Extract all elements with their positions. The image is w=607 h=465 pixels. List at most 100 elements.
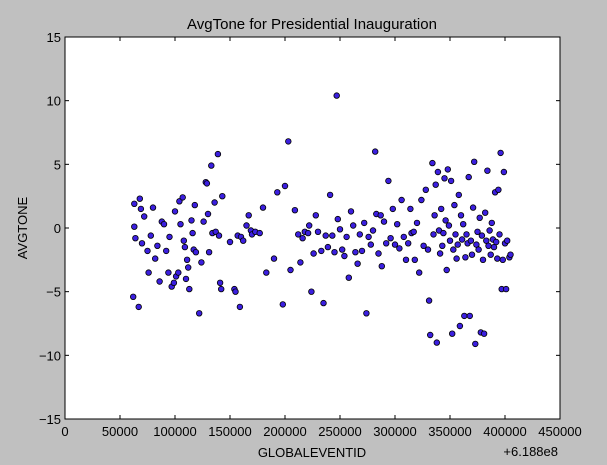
data-point	[444, 166, 451, 173]
data-point	[136, 195, 143, 202]
data-point	[375, 250, 382, 257]
data-point	[472, 340, 479, 348]
data-point	[208, 162, 215, 169]
data-point	[367, 241, 374, 248]
data-point	[372, 148, 379, 155]
data-point	[407, 205, 414, 213]
x-tick-label: 450000	[538, 424, 581, 439]
x-tick-label: 200000	[263, 424, 306, 439]
data-point	[131, 223, 138, 230]
data-point	[138, 240, 146, 247]
data-point	[458, 236, 466, 243]
data-point	[456, 322, 464, 330]
data-point	[308, 288, 315, 295]
y-tick-label: 15	[47, 30, 61, 45]
data-point	[499, 256, 506, 263]
data-point	[425, 297, 433, 304]
data-point	[135, 303, 142, 311]
data-point	[356, 231, 363, 238]
data-point	[460, 220, 467, 228]
data-point	[507, 251, 514, 258]
data-point	[226, 238, 234, 246]
data-point	[430, 231, 437, 238]
x-tick-label: 50000	[102, 424, 138, 439]
data-point	[140, 213, 148, 220]
data-point	[312, 212, 319, 219]
data-point	[476, 214, 483, 221]
data-point	[405, 240, 412, 247]
y-tick-label: 0	[54, 221, 61, 236]
data-point	[432, 181, 439, 188]
data-point	[396, 245, 403, 252]
data-point	[358, 247, 366, 255]
data-point	[341, 252, 348, 260]
data-point	[434, 168, 442, 176]
data-point	[334, 215, 341, 223]
x-tick-label: 150000	[208, 424, 251, 439]
data-point	[504, 237, 511, 244]
data-point	[447, 177, 455, 185]
data-point	[245, 212, 252, 219]
data-point	[154, 242, 161, 249]
data-point	[304, 229, 312, 237]
data-point	[468, 251, 476, 258]
data-point	[156, 278, 163, 285]
data-point	[329, 232, 336, 239]
data-point	[188, 217, 195, 224]
data-point	[487, 251, 494, 258]
data-point	[182, 275, 190, 283]
data-point	[137, 205, 145, 213]
data-point	[500, 168, 508, 176]
data-point	[350, 222, 357, 229]
data-point	[482, 209, 489, 216]
data-point	[343, 233, 350, 241]
data-point	[149, 204, 157, 211]
data-point	[131, 200, 138, 207]
chart-title: AvgTone for Presidential Inauguration	[187, 16, 437, 33]
data-point	[205, 248, 213, 256]
data-point	[431, 212, 438, 219]
data-point	[389, 205, 396, 213]
data-point	[236, 303, 244, 311]
data-point	[439, 242, 446, 249]
data-point	[440, 229, 447, 237]
data-point	[452, 231, 459, 238]
data-point	[462, 254, 469, 261]
data-point	[345, 274, 352, 281]
data-point	[195, 310, 203, 317]
x-tick-label: 400000	[483, 424, 526, 439]
data-point	[422, 186, 429, 193]
data-point	[216, 279, 224, 286]
data-point	[400, 233, 407, 241]
data-point	[418, 196, 425, 204]
data-point	[181, 243, 189, 251]
data-point	[442, 217, 449, 224]
data-point	[333, 92, 340, 99]
data-point	[402, 256, 410, 263]
data-point	[183, 256, 191, 263]
data-point	[502, 285, 510, 293]
data-point	[485, 242, 492, 249]
data-point	[449, 330, 456, 337]
data-point	[274, 189, 281, 196]
data-point	[184, 264, 192, 271]
data-point	[310, 250, 317, 257]
x-tick-label: 250000	[318, 424, 361, 439]
data-point	[214, 150, 222, 158]
data-point	[256, 229, 263, 237]
data-point	[352, 248, 359, 256]
data-point	[151, 255, 159, 262]
data-point	[461, 312, 468, 320]
data-point	[475, 246, 482, 253]
data-point	[478, 232, 486, 239]
data-point	[211, 199, 218, 206]
data-point	[287, 266, 294, 274]
data-point	[457, 212, 465, 219]
data-point	[496, 231, 503, 238]
data-point	[331, 248, 338, 256]
data-point	[129, 293, 137, 300]
data-point	[291, 206, 299, 214]
data-point	[320, 299, 327, 307]
data-point	[377, 212, 384, 219]
data-point	[160, 220, 168, 228]
